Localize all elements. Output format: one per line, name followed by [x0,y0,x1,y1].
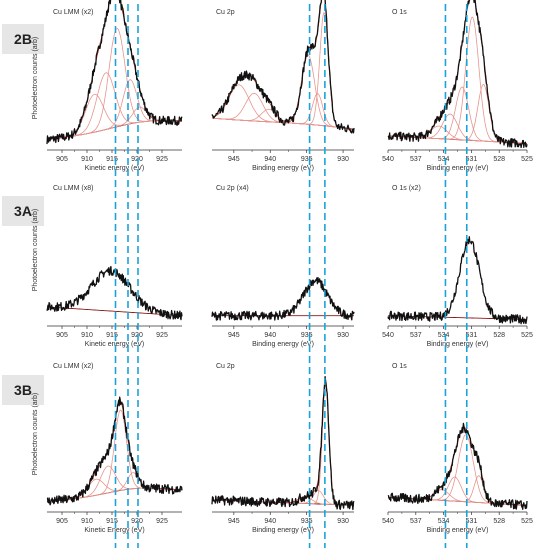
panel-title: O 1s (x2) [392,185,421,192]
x-tick-label: 534 [438,156,450,163]
panel-title: O 1s [392,9,407,16]
x-tick-label: 525 [521,156,533,163]
x-axis-label: Binding energy (eV) [252,527,314,534]
measured-data-series [211,0,355,134]
x-tick-label: 925 [156,332,168,339]
panel-3A-1: Cu 2p (x4) 945 940 935 930 Binding energy (eV… [211,185,355,348]
x-tick-label: 945 [228,332,240,339]
x-tick-label: 930 [337,518,349,525]
x-tick-label: 540 [382,518,394,525]
x-tick-label: 537 [410,518,422,525]
x-axis-label: Kinetic energy (eV) [85,165,145,172]
x-tick-label: 905 [56,156,68,163]
x-tick-label: 528 [493,518,505,525]
x-tick-label: 531 [466,332,478,339]
row-label-3A: 3A [2,196,44,226]
measured-data-series [46,0,183,145]
panel-3B-2: O 1s 540 537 534 531 528 525 Binding energy (eV… [382,363,533,534]
panel-title: Cu 2p [216,9,235,16]
x-tick-label: 935 [301,518,313,525]
panel-title: Cu 2p [216,363,235,370]
fit-component-0 [212,383,354,506]
panel-title: Cu 2p (x4) [216,185,249,192]
panel-title: Cu LMM (x2) [53,363,93,370]
measured-data-series [211,276,355,321]
panel-3A-0: Cu LMM (x8) 905 910 915 920 925 Kinetic energy… [46,185,183,348]
panel-2B-1: Cu 2p 945 940 935 930 Binding energy (eV) [211,0,355,172]
x-tick-label: 540 [382,332,394,339]
fit-envelope [212,377,354,506]
fit-component-1 [46,72,182,141]
panel-title: Cu LMM (x8) [53,185,93,192]
panel-3A-2: O 1s (x2) 540 537 534 531 528 525 Binding energ… [382,185,533,348]
x-tick-label: 905 [56,518,68,525]
x-tick-label: 910 [81,518,93,525]
x-tick-label: 920 [131,156,143,163]
x-tick-label: 925 [156,156,168,163]
x-tick-label: 525 [521,332,533,339]
x-tick-label: 930 [337,156,349,163]
x-tick-label: 905 [56,332,68,339]
measured-data-series [211,376,355,511]
measured-data-series [46,265,183,321]
measured-data-series [46,396,183,506]
x-tick-label: 528 [493,156,505,163]
x-tick-label: 935 [301,156,313,163]
x-tick-label: 945 [228,156,240,163]
row-label-3B: 3B [2,375,44,405]
panel-title: O 1s [392,363,407,370]
x-axis-label: Binding energy (eV) [252,165,314,172]
x-axis-label: Kinetic Energy (eV) [84,527,144,534]
measured-data-series [387,236,528,325]
x-tick-label: 940 [264,332,276,339]
y-axis-label-2B: Photoelectron counts (arb) [32,37,39,120]
x-axis-label: Binding energy (eV) [427,527,489,534]
x-tick-label: 940 [264,156,276,163]
x-axis-label: Kinetic energy (eV) [85,341,145,348]
x-tick-label: 528 [493,332,505,339]
x-tick-label: 910 [81,332,93,339]
fit-component-3 [46,79,182,141]
x-tick-label: 945 [228,518,240,525]
x-tick-label: 537 [410,332,422,339]
y-axis-label-3B: Photoelectron counts (arb) [32,393,39,476]
x-axis-label: Binding energy (eV) [427,341,489,348]
x-tick-label: 930 [337,332,349,339]
x-tick-label: 915 [106,518,118,525]
y-axis-label-3A: Photoelectron counts (arb) [32,209,39,292]
x-tick-label: 537 [410,156,422,163]
x-tick-label: 925 [156,518,168,525]
measured-data-series [387,0,528,149]
x-tick-label: 935 [301,332,313,339]
x-tick-label: 531 [466,518,478,525]
x-tick-label: 534 [438,332,450,339]
panel-title: Cu LMM (x2) [53,9,93,16]
x-tick-label: 920 [131,332,143,339]
x-tick-label: 525 [521,518,533,525]
x-tick-label: 540 [382,156,394,163]
measured-data-series [387,422,528,510]
x-axis-label: Binding energy (eV) [427,165,489,172]
panel-3B-0: Cu LMM (x2) 905 910 915 920 925 Kinetic Energy… [46,363,183,534]
x-tick-label: 534 [438,518,450,525]
x-tick-label: 940 [264,518,276,525]
x-axis-label: Binding energy (eV) [252,341,314,348]
x-tick-label: 915 [106,332,118,339]
x-tick-label: 915 [106,156,118,163]
x-tick-label: 910 [81,156,93,163]
fit-component-1 [47,465,182,502]
panel-3B-1: Cu 2p 945 940 935 930 Binding energy (eV) [211,363,355,534]
x-tick-label: 531 [466,156,478,163]
panel-2B-2: O 1s 540 537 534 531 528 525 Binding energy (eV… [382,0,533,172]
panel-2B-0: Cu LMM (x2) 905 910 915 920 925 Kinetic energy… [46,0,183,172]
row-label-2B: 2B [2,24,44,54]
x-tick-label: 920 [131,518,143,525]
